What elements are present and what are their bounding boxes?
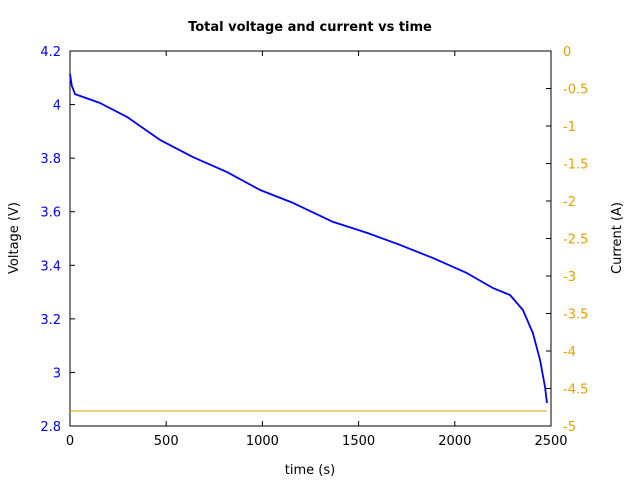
- y2-tick-label: -3.5: [563, 308, 588, 323]
- x-tick-label: 1000: [246, 434, 279, 449]
- y2-tick-label: -5: [563, 420, 576, 435]
- axis-ticks: 0 500 1000 1500 2000 2500 2.8 3 3.2 3.4 3.6 3.8 4 4.2…: [40, 45, 588, 449]
- y-tick-label: 4.2: [40, 45, 61, 60]
- x-tick-label: 0: [66, 434, 74, 449]
- x-axis-label: time (s): [285, 463, 335, 478]
- x-tick-label: 2500: [534, 434, 567, 449]
- x-tick-label: 1500: [342, 434, 375, 449]
- x-tick-label: 500: [154, 434, 179, 449]
- y2-axis-label: Current (A): [610, 202, 625, 274]
- y2-tick-label: -1: [563, 120, 576, 135]
- x-tick-label: 2000: [438, 434, 471, 449]
- y2-tick-label: -0.5: [563, 83, 588, 98]
- y-axis-label: Voltage (V): [7, 202, 22, 274]
- y2-tick-label: -3: [563, 270, 576, 285]
- y2-tick-label: 0: [563, 45, 571, 60]
- chart-title: Total voltage and current vs time: [188, 20, 432, 35]
- y-tick-label: 3.6: [40, 206, 61, 221]
- y-tick-label: 3.2: [40, 313, 61, 328]
- y-tick-label: 4: [53, 99, 61, 114]
- y-tick-label: 3: [53, 366, 61, 381]
- y-tick-label: 2.8: [40, 420, 61, 435]
- y2-tick-label: -4.5: [563, 383, 588, 398]
- plot-area: [69, 50, 552, 427]
- y2-tick-label: -2.5: [563, 233, 588, 248]
- y-tick-label: 3.8: [40, 152, 61, 167]
- y2-tick-label: -4: [563, 345, 576, 360]
- y2-tick-label: -2: [563, 195, 576, 210]
- voltage-line: [69, 73, 548, 404]
- data-series: [69, 73, 548, 412]
- y-tick-label: 3.4: [40, 259, 61, 274]
- y2-tick-label: -1.5: [563, 158, 588, 173]
